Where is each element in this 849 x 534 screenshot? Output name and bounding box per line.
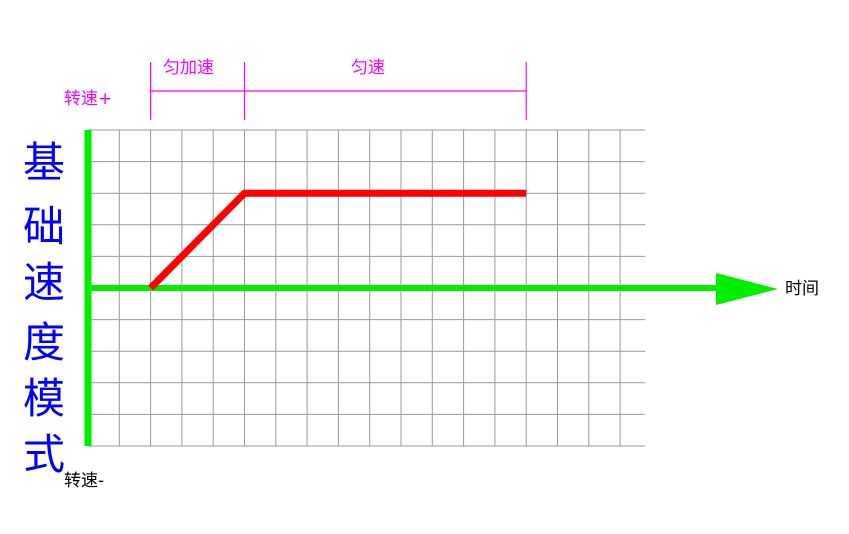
phase-label-constant: 匀速	[351, 58, 385, 78]
title-char: 模	[22, 374, 65, 423]
title-char: 式	[22, 430, 65, 479]
title-char: 础	[22, 202, 65, 251]
time-axis-label: 时间	[785, 279, 819, 299]
speed-profile-line	[148, 189, 527, 291]
phase-bracket	[150, 62, 527, 120]
speed-negative-label: 转速-	[64, 471, 105, 491]
title-char: 度	[22, 318, 65, 367]
title-char: 速	[22, 258, 65, 307]
speed-positive-label: 转速+	[64, 89, 113, 109]
phase-label-acceleration: 匀加速	[163, 58, 214, 78]
time-axis-arrowhead	[716, 273, 778, 305]
title-char: 基	[22, 138, 65, 187]
